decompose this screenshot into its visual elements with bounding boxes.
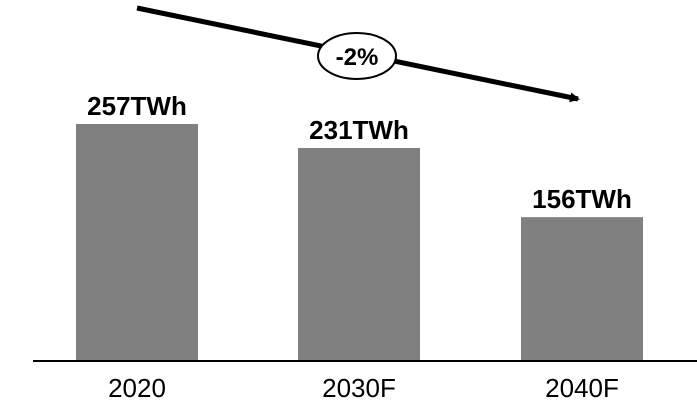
x-tick-label-2020: 2020 (108, 373, 166, 403)
bar-2030f (298, 147, 420, 361)
bar-2020 (76, 124, 198, 361)
data-label-2030f: 231TWh (309, 115, 409, 145)
x-tick-labels-group: 2020 2030F 2040F (108, 373, 619, 403)
x-tick-label-2030f: 2030F (322, 373, 396, 403)
data-label-2040f: 156TWh (532, 184, 632, 214)
cagr-label: -2% (336, 44, 379, 71)
cagr-ellipse (317, 32, 397, 80)
bar-2040f (521, 217, 643, 361)
cagr-annotation: -2% (317, 32, 397, 80)
bars-group (76, 124, 643, 361)
data-labels-group: 257TWh 231TWh 156TWh (87, 91, 632, 214)
data-label-2020: 257TWh (87, 91, 187, 121)
x-tick-label-2040f: 2040F (545, 373, 619, 403)
